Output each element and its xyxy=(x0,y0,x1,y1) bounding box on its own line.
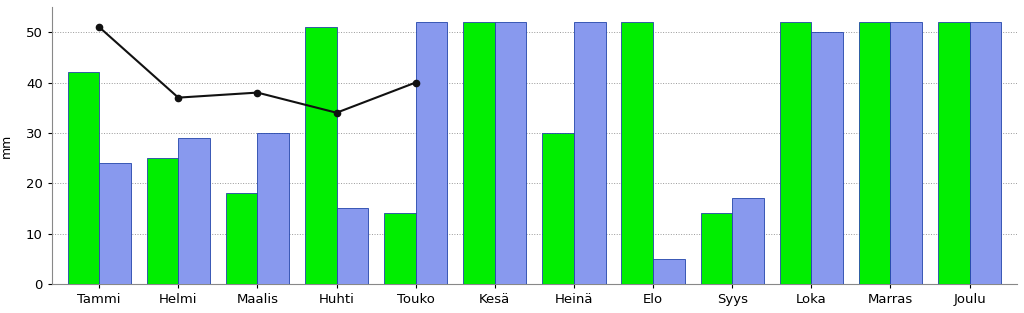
Bar xyxy=(384,213,416,284)
Bar xyxy=(495,22,526,284)
Bar xyxy=(970,22,1001,284)
Bar xyxy=(257,133,289,284)
Y-axis label: mm: mm xyxy=(0,133,13,158)
Bar xyxy=(700,213,732,284)
Bar xyxy=(146,158,178,284)
Bar xyxy=(416,22,447,284)
Bar xyxy=(463,22,495,284)
Bar xyxy=(305,27,337,284)
Bar xyxy=(938,22,970,284)
Bar xyxy=(891,22,922,284)
Bar xyxy=(178,138,210,284)
Bar xyxy=(543,133,573,284)
Bar xyxy=(68,72,99,284)
Bar xyxy=(859,22,891,284)
Bar xyxy=(622,22,653,284)
Bar xyxy=(811,32,843,284)
Bar xyxy=(337,208,369,284)
Bar xyxy=(732,198,764,284)
Bar xyxy=(653,259,685,284)
Bar xyxy=(99,163,131,284)
Bar xyxy=(779,22,811,284)
Bar xyxy=(573,22,605,284)
Bar xyxy=(225,193,257,284)
